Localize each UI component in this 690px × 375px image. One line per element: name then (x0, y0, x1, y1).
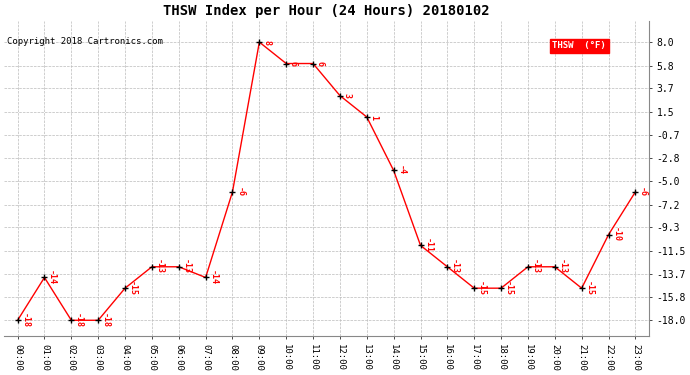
Text: -13: -13 (558, 259, 566, 274)
Text: -6: -6 (638, 187, 647, 197)
Title: THSW Index per Hour (24 Hours) 20180102: THSW Index per Hour (24 Hours) 20180102 (163, 4, 490, 18)
Text: 8: 8 (262, 40, 271, 45)
Text: -18: -18 (101, 313, 110, 328)
Text: -15: -15 (477, 280, 486, 296)
Text: 6: 6 (289, 61, 298, 66)
Text: -13: -13 (181, 259, 190, 274)
Text: -15: -15 (128, 280, 137, 296)
Text: -13: -13 (155, 259, 164, 274)
Text: -6: -6 (235, 187, 244, 197)
Text: 6: 6 (316, 61, 325, 66)
Text: -10: -10 (611, 227, 620, 242)
Text: -14: -14 (47, 270, 57, 285)
Text: -18: -18 (21, 313, 30, 328)
Text: Copyright 2018 Cartronics.com: Copyright 2018 Cartronics.com (7, 38, 163, 46)
Text: -13: -13 (531, 259, 540, 274)
Text: -15: -15 (504, 280, 513, 296)
Text: -14: -14 (208, 270, 217, 285)
Text: THSW  (°F): THSW (°F) (552, 41, 606, 50)
Text: -15: -15 (584, 280, 593, 296)
Text: -13: -13 (450, 259, 459, 274)
Text: 1: 1 (370, 114, 379, 120)
Text: -18: -18 (74, 313, 83, 328)
Text: 3: 3 (343, 93, 352, 98)
Text: -11: -11 (423, 238, 432, 253)
Text: -4: -4 (397, 165, 406, 176)
